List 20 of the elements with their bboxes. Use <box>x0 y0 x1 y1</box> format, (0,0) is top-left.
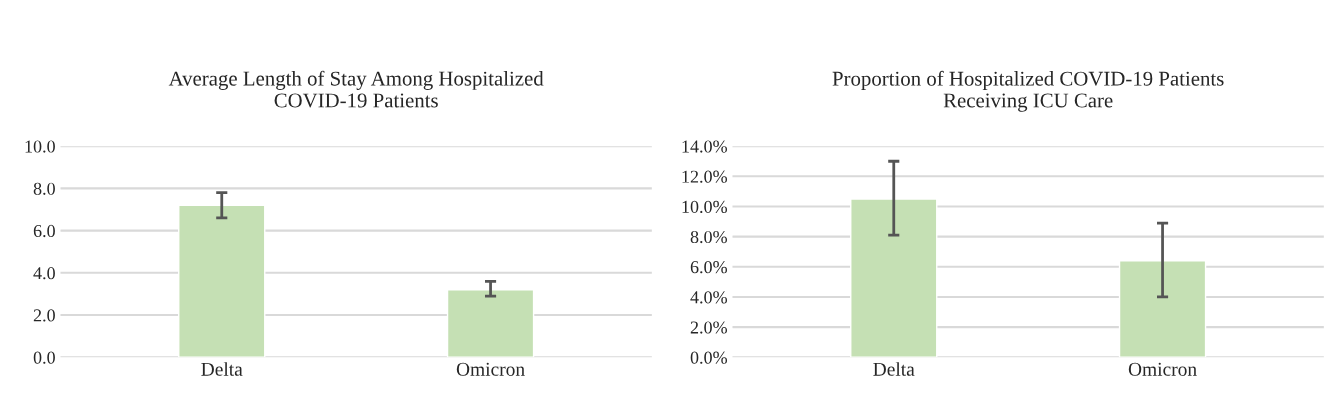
chart-title: Proportion of Hospitalized COVID-19 Patients Receiving ICU Care <box>832 70 1224 112</box>
chart-title: Average Length of Stay Among Hospitalized COVID-19 Patients <box>168 70 544 108</box>
y-tick-label: 4.0% <box>690 291 727 304</box>
y-tick-label: 2.0% <box>690 321 727 334</box>
y-tick-label: 4.0 <box>33 267 55 280</box>
y-tick-label: 14.0% <box>682 140 727 153</box>
x-tick-label: Delta <box>201 362 243 376</box>
y-tick-label: 6.0% <box>690 261 727 274</box>
x-tick-label: Delta <box>873 362 915 376</box>
y-tick-label: 12.0% <box>682 170 727 183</box>
x-tick-label: Omicron <box>1128 362 1197 376</box>
y-tick-label: 6.0 <box>33 224 55 238</box>
x-tick-label: Omicron <box>456 362 525 376</box>
y-tick-label: 8.0% <box>690 230 727 244</box>
y-tick-label: 10.0% <box>682 200 727 213</box>
y-tick-label: 0.0% <box>690 351 727 364</box>
y-tick-label: 8.0 <box>33 182 55 195</box>
y-tick-label: 0.0 <box>33 351 55 364</box>
y-tick-label: 2.0 <box>33 309 55 322</box>
y-tick-label: 10.0 <box>25 140 55 153</box>
